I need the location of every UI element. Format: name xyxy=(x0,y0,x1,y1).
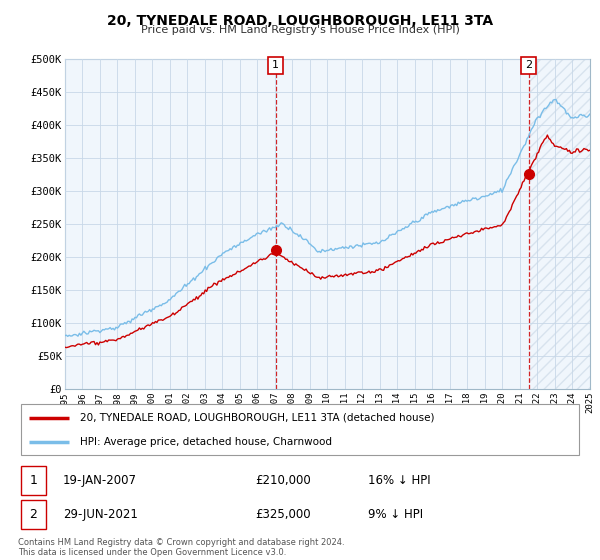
Text: 16% ↓ HPI: 16% ↓ HPI xyxy=(368,474,430,487)
FancyBboxPatch shape xyxy=(21,466,46,495)
Text: HPI: Average price, detached house, Charnwood: HPI: Average price, detached house, Char… xyxy=(80,437,332,447)
Text: 1: 1 xyxy=(272,60,279,71)
Text: £325,000: £325,000 xyxy=(255,508,311,521)
Text: 20, TYNEDALE ROAD, LOUGHBOROUGH, LE11 3TA: 20, TYNEDALE ROAD, LOUGHBOROUGH, LE11 3T… xyxy=(107,14,493,28)
Text: 19-JAN-2007: 19-JAN-2007 xyxy=(63,474,137,487)
Text: Price paid vs. HM Land Registry's House Price Index (HPI): Price paid vs. HM Land Registry's House … xyxy=(140,25,460,35)
Text: £210,000: £210,000 xyxy=(255,474,311,487)
Text: 20, TYNEDALE ROAD, LOUGHBOROUGH, LE11 3TA (detached house): 20, TYNEDALE ROAD, LOUGHBOROUGH, LE11 3T… xyxy=(80,413,434,423)
FancyBboxPatch shape xyxy=(21,500,46,529)
Text: 1: 1 xyxy=(29,474,37,487)
Text: 9% ↓ HPI: 9% ↓ HPI xyxy=(368,508,423,521)
Text: Contains HM Land Registry data © Crown copyright and database right 2024.
This d: Contains HM Land Registry data © Crown c… xyxy=(18,538,344,557)
Text: 2: 2 xyxy=(525,60,532,71)
Text: 29-JUN-2021: 29-JUN-2021 xyxy=(63,508,138,521)
Bar xyxy=(529,59,590,389)
Text: 2: 2 xyxy=(29,508,37,521)
FancyBboxPatch shape xyxy=(21,404,579,455)
